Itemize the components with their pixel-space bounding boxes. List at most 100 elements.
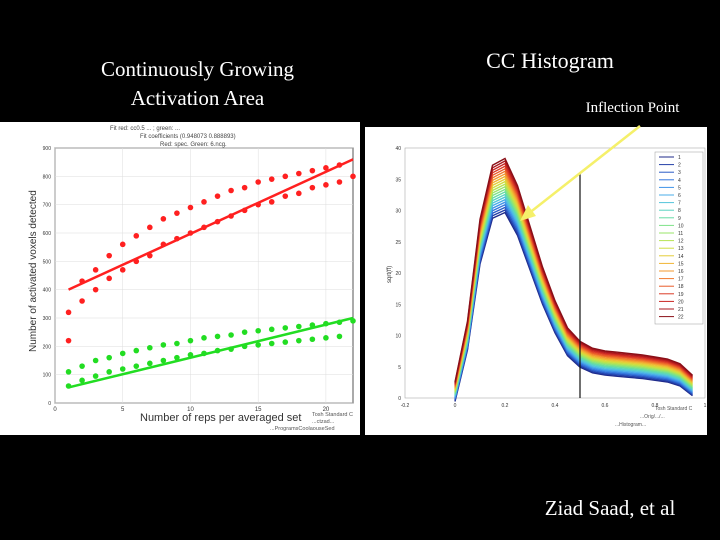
scatter-point-red	[309, 184, 316, 191]
hist-curve-16	[454, 172, 693, 388]
scatter-point-red	[282, 173, 289, 180]
scatter-point-green	[268, 326, 275, 333]
scatter-y-tick-label: 900	[43, 146, 52, 152]
scatter-point-green	[214, 333, 221, 340]
scatter-point-red	[187, 204, 194, 211]
scatter-point-green	[160, 342, 167, 348]
hist-legend-label: 12	[678, 239, 684, 245]
hist-curve-14	[454, 178, 693, 390]
scatter-header-line1: Fit red: cc0.5 ... ; green: ...	[110, 126, 180, 132]
scatter-point-green	[65, 369, 72, 375]
hist-y-tick-label: 35	[395, 177, 401, 183]
hist-legend-label: 7	[678, 201, 681, 207]
scatter-point-red	[201, 199, 207, 205]
scatter-x-tick-label: 10	[187, 407, 194, 413]
scatter-point-red	[309, 167, 316, 174]
scatter-point-red	[92, 267, 99, 273]
hist-y-tick-label: 15	[395, 302, 401, 308]
scatter-point-red	[160, 216, 167, 222]
inflection-point-label: Inflection Point	[585, 100, 680, 116]
scatter-point-green	[282, 325, 289, 331]
scatter-point-red	[133, 233, 140, 239]
left-slide-title: Continuously Growing Activation Area	[70, 55, 325, 113]
hist-curve-15	[454, 175, 693, 389]
scatter-point-green	[241, 329, 248, 335]
hist-legend-label: 18	[678, 284, 684, 290]
hist-curve-10	[454, 188, 693, 394]
hist-legend-label: 11	[678, 231, 683, 237]
hist-curve-13	[454, 180, 693, 391]
scatter-point-green	[255, 327, 261, 334]
scatter-y-tick-label: 200	[43, 344, 52, 350]
scatter-point-red	[268, 199, 275, 205]
scatter-point-red	[147, 224, 153, 231]
scatter-point-red	[241, 184, 248, 191]
hist-legend-label: 1	[678, 155, 681, 161]
scatter-point-green	[201, 335, 207, 341]
right-slide-title: CC Histogram	[486, 48, 614, 73]
scatter-point-red	[92, 286, 99, 293]
hist-legend-label: 3	[678, 170, 681, 176]
fit-line-red	[68, 158, 354, 291]
scatter-x-tick-label: 15	[255, 407, 262, 413]
left-title-line2: Activation Area	[130, 86, 265, 110]
hist-footer-line1: Tosh Standard C	[655, 406, 693, 412]
hist-y-tick-label: 5	[398, 365, 401, 371]
scatter-point-red	[336, 179, 343, 185]
hist-y-tick-label: 25	[395, 240, 401, 246]
scatter-y-tick-label: 300	[43, 316, 52, 322]
scatter-point-green	[296, 323, 302, 330]
scatter-point-red	[65, 309, 72, 316]
hist-curve-4	[454, 203, 693, 399]
hist-x-ticks: -0.2 0 0.2 0.4 0.6 0.8 1	[401, 403, 707, 409]
hist-legend-label: 5	[678, 185, 681, 191]
scatter-point-green	[133, 363, 140, 369]
hist-curve-21	[454, 160, 693, 384]
scatter-y-ticks: 0 100 200 300 400 500 600 700 800 900	[43, 146, 52, 407]
scatter-point-red	[228, 187, 234, 194]
author-credit: Ziad Saad, et al	[544, 496, 676, 520]
scatter-point-green	[187, 337, 194, 344]
scatter-x-tick-label: 0	[53, 407, 57, 413]
hist-y-axis-label: sqrt(ff)	[387, 266, 393, 283]
hist-curve-1	[454, 211, 693, 402]
scatter-x-axis-label: Number of reps per averaged set	[140, 412, 301, 424]
hist-curve-8	[454, 193, 693, 396]
hist-y-ticks: 0 5 10 15 20 25 30 35 40	[395, 146, 401, 402]
scatter-point-red	[106, 275, 112, 282]
hist-curve-9	[454, 190, 693, 395]
scatter-point-green	[106, 354, 112, 361]
hist-x-tick-label: -0.2	[401, 403, 410, 409]
scatter-point-green	[119, 350, 126, 357]
scatter-point-green	[147, 360, 153, 367]
hist-legend-label: 13	[678, 246, 684, 252]
left-title-line1: Continuously Growing	[100, 57, 295, 81]
hist-x-tick-label: 1	[704, 403, 707, 409]
scatter-point-green	[92, 357, 99, 364]
scatter-y-tick-label: 0	[48, 401, 51, 407]
hist-curve-7	[454, 196, 693, 397]
hist-y-tick-label: 10	[395, 334, 401, 340]
hist-footer-line3: ...Histogram...	[615, 422, 646, 428]
scatter-point-green	[228, 332, 234, 338]
hist-legend-label: 14	[678, 254, 684, 260]
hist-y-tick-label: 0	[398, 396, 401, 402]
hist-legend-label: 9	[678, 216, 681, 222]
scatter-point-red	[106, 252, 112, 259]
scatter-point-green	[133, 347, 140, 354]
scatter-footer-line1: Tosh Standard C	[312, 412, 353, 418]
fit-line-green	[68, 316, 354, 389]
scatter-point-green	[79, 363, 85, 369]
scatter-point-green	[106, 369, 112, 375]
scatter-point-green	[79, 377, 85, 384]
scatter-grid	[54, 147, 353, 404]
scatter-y-tick-label: 700	[43, 203, 52, 209]
scatter-y-tick-label: 100	[43, 373, 52, 379]
hist-curve-3	[454, 206, 693, 400]
hist-legend-box	[654, 151, 704, 325]
inflection-arrow-shaft	[527, 125, 641, 215]
hist-curve-20	[454, 162, 693, 385]
scatter-point-green	[323, 335, 329, 341]
hist-curve-18	[454, 167, 693, 386]
scatter-point-green	[92, 373, 99, 379]
